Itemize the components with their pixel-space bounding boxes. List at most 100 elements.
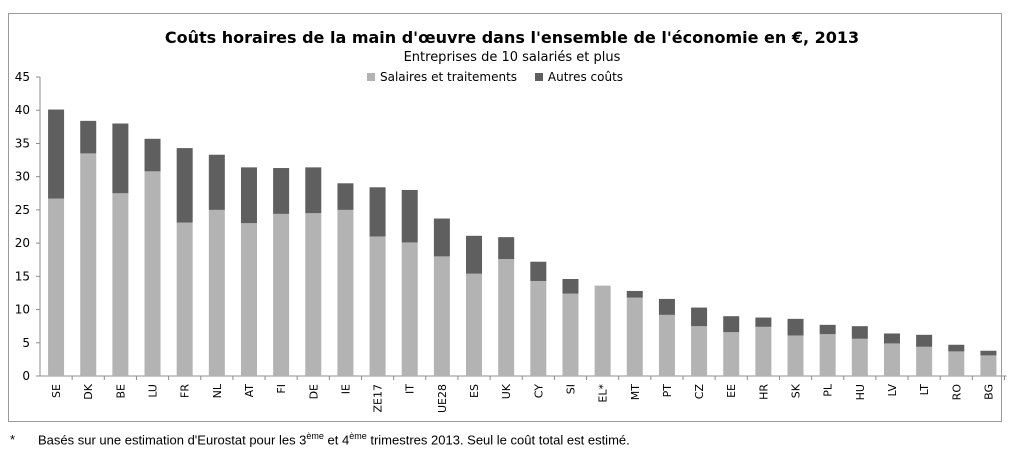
bar-autres-couts-be xyxy=(112,123,129,194)
x-tick-label: HU xyxy=(854,384,867,400)
bar-autres-couts-fi xyxy=(273,168,290,214)
x-tick-label: DK xyxy=(82,383,95,399)
bar-salaires-lu xyxy=(144,171,161,376)
y-tick-label: 45 xyxy=(15,70,30,84)
x-tick-label: CY xyxy=(532,384,545,398)
footnote-text-end: trimestres 2013. Seul le coût total est … xyxy=(366,432,630,448)
bar-salaires-hr xyxy=(755,326,772,376)
bar-salaires-pl xyxy=(819,334,836,376)
legend-item-salaires: Salaires et traitements xyxy=(367,70,517,84)
bar-salaires-mt xyxy=(626,297,643,376)
legend-item-autres-couts: Autres coûts xyxy=(534,70,624,84)
x-tick-label: BE xyxy=(114,384,127,399)
bar-salaires-ze17 xyxy=(369,236,386,376)
bar-salaires-es xyxy=(466,273,483,376)
bar-salaires-hu xyxy=(851,338,868,376)
bar-salaires-cz xyxy=(691,326,708,376)
bar-salaires-at xyxy=(240,223,257,376)
y-tick-label: 5 xyxy=(22,336,30,350)
bar-autres-couts-ue28 xyxy=(433,218,450,257)
bar-salaires-nl xyxy=(208,209,225,376)
bar-autres-couts-ze17 xyxy=(369,187,386,237)
bar-salaires-ue28 xyxy=(433,256,450,376)
legend-label-salaires: Salaires et traitements xyxy=(380,70,518,84)
bar-salaires-fr xyxy=(176,222,193,376)
x-tick-label: RO xyxy=(950,384,963,401)
x-tick-label: SK xyxy=(790,383,803,398)
x-tick-label: PT xyxy=(661,384,674,398)
legend-swatch-salaires xyxy=(367,73,375,81)
x-tick-label: HR xyxy=(757,384,770,400)
footnote-marker: * xyxy=(10,432,16,448)
bar-salaires-lv xyxy=(883,343,900,376)
y-tick-label: 40 xyxy=(15,103,30,117)
x-tick-label: ES xyxy=(468,384,481,398)
bar-autres-couts-si xyxy=(562,278,579,294)
bar-autres-couts-cy xyxy=(530,261,547,281)
bar-salaires-it xyxy=(401,242,418,376)
bar-autres-couts-uk xyxy=(498,237,515,260)
x-tick-label: LT xyxy=(918,384,931,396)
y-tick-label: 10 xyxy=(15,303,30,317)
y-tick-label: 25 xyxy=(15,203,30,217)
x-tick-label: SI xyxy=(564,384,577,394)
bar-salaires-de xyxy=(305,213,322,376)
bar-salaires-se xyxy=(48,198,65,376)
bar-salaires-pt xyxy=(658,314,675,376)
bar-salaires-si xyxy=(562,293,579,376)
bar-autres-couts-de xyxy=(305,167,322,214)
bar-autres-couts-lu xyxy=(144,138,161,172)
bar-autres-couts-nl xyxy=(208,154,225,210)
x-tick-label: SE xyxy=(50,384,63,398)
x-tick-label: FR xyxy=(179,384,192,398)
bar-salaires-bg xyxy=(980,355,997,376)
x-tick-label: UE28 xyxy=(436,384,449,413)
bar-autres-couts-dk xyxy=(80,120,97,154)
y-tick-label: 15 xyxy=(15,269,30,283)
bar-salaires-ee xyxy=(723,332,740,376)
x-tick-label: AT xyxy=(243,384,256,398)
bar-salaires-ie xyxy=(337,209,354,376)
x-tick-label: MT xyxy=(629,384,642,400)
bar-autres-couts-bg xyxy=(980,350,997,356)
chart-title: Coûts horaires de la main d'œuvre dans l… xyxy=(164,28,860,47)
bar-autres-couts-mt xyxy=(626,290,643,298)
bar-autres-couts-cz xyxy=(691,307,708,327)
bar-autres-couts-se xyxy=(48,109,65,199)
bar-autres-couts-fr xyxy=(176,148,193,223)
bar-salaires-be xyxy=(112,193,129,376)
bar-autres-couts-sk xyxy=(787,318,804,336)
x-tick-label: EE xyxy=(725,384,738,398)
bar-autres-couts-at xyxy=(240,167,257,224)
footnote: * Basés sur une estimation d'Eurostat pou… xyxy=(10,431,630,447)
bar-autres-couts-lt xyxy=(916,334,933,347)
footnote-sup-2: ème xyxy=(349,431,367,441)
bar-salaires-fi xyxy=(273,213,290,376)
bar-salaires-ro xyxy=(948,351,965,376)
x-tick-label: CZ xyxy=(693,384,706,400)
bar-salaires-el xyxy=(594,285,611,376)
footnote-text-middle: et 4 xyxy=(323,432,350,448)
x-tick-label: EL* xyxy=(597,384,610,403)
x-tick-label: UK xyxy=(500,383,513,399)
x-tick-label: DE xyxy=(307,384,320,399)
bar-autres-couts-ro xyxy=(948,344,965,352)
y-tick-label: 20 xyxy=(15,236,30,250)
x-tick-label: LU xyxy=(147,384,160,398)
legend-label-autres-couts: Autres coûts xyxy=(547,70,624,84)
bar-autres-couts-pl xyxy=(819,324,836,335)
x-tick-label: PL xyxy=(822,383,835,397)
bar-autres-couts-ie xyxy=(337,183,354,210)
x-tick-label: IT xyxy=(404,384,417,394)
x-tick-label: NL xyxy=(211,383,224,398)
bar-autres-couts-es xyxy=(466,235,483,274)
bar-salaires-cy xyxy=(530,280,547,376)
bar-salaires-lt xyxy=(916,346,933,376)
chart-legend: Salaires et traitements Autres coûts xyxy=(367,70,637,84)
bar-salaires-dk xyxy=(80,153,97,376)
y-tick-label: 0 xyxy=(22,369,30,383)
legend-swatch-autres-couts xyxy=(534,73,543,81)
bar-autres-couts-hu xyxy=(851,326,868,339)
footnote-text-start: Basés sur une estimation d'Eurostat pour… xyxy=(38,432,307,448)
